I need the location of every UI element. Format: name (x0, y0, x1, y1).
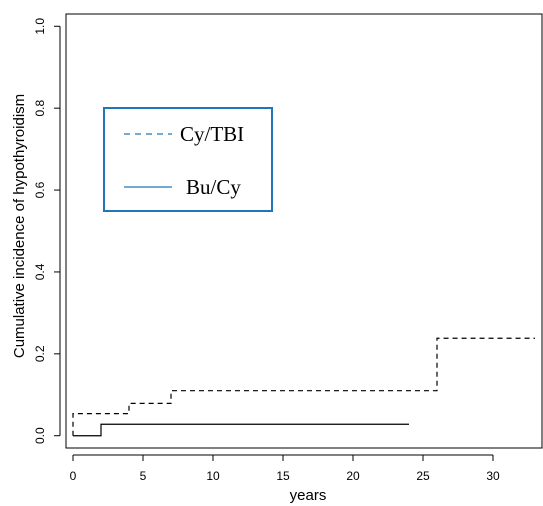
y-tick-label: 0.2 (33, 345, 47, 362)
y-tick-label: 0.6 (33, 181, 47, 198)
legend-box (103, 107, 273, 212)
legend: Cy/TBI Bu/Cy (103, 107, 273, 212)
legend-label-bu-cy: Bu/Cy (186, 175, 241, 199)
legend-label-cy-tbi: Cy/TBI (180, 122, 244, 146)
x-axis-title: years (290, 487, 327, 504)
plot-frame (65, 13, 543, 449)
x-tick-label: 20 (346, 469, 360, 483)
y-tick-label: 1.0 (33, 18, 47, 35)
y-tick-label: 0.8 (33, 100, 47, 117)
x-tick-label: 5 (140, 469, 147, 483)
axes: 0 5 10 15 20 25 30 0.0 0.2 0.4 0.6 0.8 1.0 (33, 13, 543, 483)
x-tick-label: 0 (70, 469, 77, 483)
y-tick-label: 0.0 (33, 427, 47, 444)
y-tick-label: 0.4 (33, 263, 47, 280)
y-axis-title: Cumulative incidence of hypothyroidism (11, 94, 28, 358)
x-tick-label: 25 (416, 469, 430, 483)
series-line-bu-cy (73, 423, 409, 437)
x-tick-label: 15 (276, 469, 290, 483)
series-line-cy-tbi (72, 337, 535, 436)
x-tick-label: 10 (206, 469, 220, 483)
series-layer (72, 337, 535, 437)
x-tick-label: 30 (486, 469, 500, 483)
